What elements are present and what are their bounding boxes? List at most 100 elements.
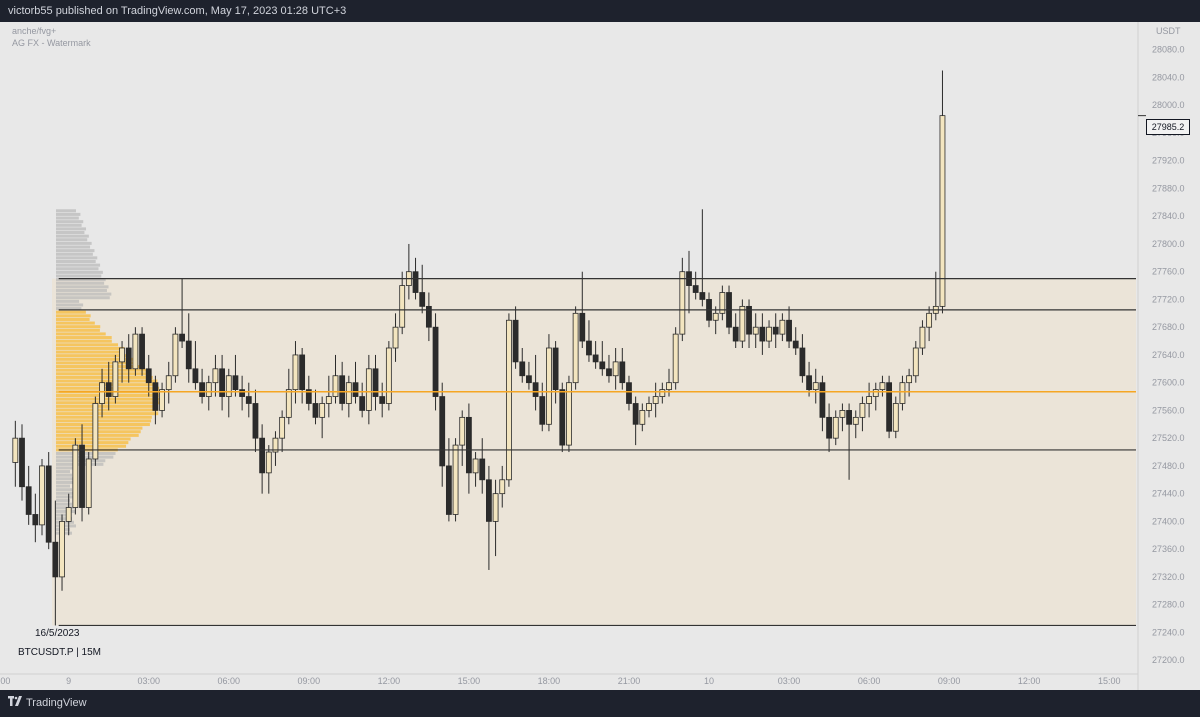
candle-down[interactable] (746, 305, 752, 335)
candle-down[interactable] (192, 368, 199, 384)
candle-down[interactable] (479, 458, 486, 481)
candle-up[interactable] (159, 389, 165, 411)
candle-down[interactable] (586, 340, 592, 356)
candle-down[interactable] (632, 403, 639, 425)
candle-down[interactable] (519, 361, 526, 377)
candle-down[interactable] (559, 389, 566, 446)
candle-up[interactable] (652, 396, 659, 404)
candle-up[interactable] (506, 319, 512, 481)
candle-down[interactable] (486, 479, 492, 522)
candle-up[interactable] (906, 375, 913, 384)
candle-up[interactable] (919, 326, 926, 349)
candle-up[interactable] (899, 382, 906, 404)
candle-up[interactable] (939, 115, 946, 307)
candle-up[interactable] (492, 493, 499, 522)
candle-down[interactable] (359, 396, 366, 411)
candle-up[interactable] (325, 396, 332, 404)
candle-down[interactable] (25, 486, 32, 515)
candle-up[interactable] (832, 416, 839, 439)
candle-up[interactable] (752, 326, 759, 335)
candle-up[interactable] (392, 326, 399, 349)
candle-down[interactable] (252, 403, 259, 439)
candle-up[interactable] (566, 382, 572, 446)
candle-up[interactable] (72, 444, 79, 508)
candle-down[interactable] (445, 465, 452, 515)
candle-down[interactable] (552, 347, 559, 391)
candle-up[interactable] (319, 403, 326, 418)
candle-down[interactable] (199, 382, 205, 397)
candle-up[interactable] (926, 312, 933, 328)
tradingview-logo-icon[interactable] (8, 690, 22, 717)
candle-down[interactable] (806, 375, 812, 391)
candle-up[interactable] (546, 347, 552, 425)
candle-up[interactable] (879, 382, 886, 391)
candle-down[interactable] (139, 333, 145, 370)
candle-down[interactable] (792, 340, 799, 349)
candle-down[interactable] (532, 382, 539, 397)
candle-up[interactable] (766, 326, 772, 342)
candle-down[interactable] (786, 319, 792, 342)
candle-down[interactable] (412, 271, 419, 293)
candle-up[interactable] (165, 375, 172, 391)
candle-up[interactable] (612, 361, 619, 377)
candle-down[interactable] (19, 437, 25, 488)
candle-down[interactable] (52, 541, 59, 578)
candle-down[interactable] (125, 347, 132, 370)
candle-up[interactable] (285, 389, 292, 418)
candle-down[interactable] (339, 375, 346, 404)
candle-down[interactable] (526, 375, 532, 384)
candle-down[interactable] (419, 292, 426, 307)
candle-up[interactable] (839, 410, 846, 418)
candle-up[interactable] (119, 347, 125, 363)
candle-up[interactable] (292, 354, 299, 391)
candle-up[interactable] (345, 382, 352, 404)
candle-down[interactable] (372, 368, 379, 397)
candle-down[interactable] (539, 396, 546, 425)
candle-down[interactable] (619, 361, 626, 384)
candle-up[interactable] (779, 319, 786, 335)
candle-down[interactable] (439, 396, 446, 467)
candle-down[interactable] (245, 396, 252, 404)
candle-down[interactable] (692, 285, 699, 293)
candle-down[interactable] (425, 305, 432, 328)
candle-down[interactable] (179, 333, 185, 342)
candle-down[interactable] (185, 340, 192, 370)
candle-up[interactable] (812, 382, 819, 391)
candle-down[interactable] (299, 354, 306, 391)
candle-up[interactable] (679, 271, 686, 335)
candle-up[interactable] (646, 403, 652, 411)
candle-down[interactable] (232, 375, 239, 391)
candle-up[interactable] (212, 368, 219, 384)
candle-up[interactable] (39, 465, 45, 526)
candle-up[interactable] (672, 333, 679, 384)
candle-down[interactable] (626, 382, 632, 404)
candle-up[interactable] (859, 403, 866, 418)
candle-down[interactable] (79, 444, 85, 508)
chart-frame[interactable]: 28080.028040.028000.027960.027920.027880… (0, 22, 1200, 690)
candle-up[interactable] (872, 389, 879, 397)
candle-down[interactable] (772, 326, 779, 335)
candle-down[interactable] (886, 382, 893, 432)
candle-down[interactable] (699, 292, 706, 300)
candle-up[interactable] (739, 305, 746, 342)
candle-down[interactable] (239, 389, 246, 397)
candle-down[interactable] (599, 361, 606, 370)
candle-up[interactable] (85, 458, 92, 508)
candle-up[interactable] (639, 410, 646, 425)
candle-down[interactable] (32, 514, 39, 526)
candle-up[interactable] (866, 396, 872, 404)
candle-down[interactable] (432, 326, 439, 397)
candle-up[interactable] (852, 416, 859, 425)
candle-down[interactable] (105, 382, 112, 397)
candle-down[interactable] (152, 382, 159, 411)
candle-up[interactable] (719, 292, 726, 314)
candle-down[interactable] (219, 368, 226, 397)
candle-up[interactable] (385, 347, 392, 404)
candle-down[interactable] (379, 396, 386, 404)
candle-up[interactable] (459, 416, 466, 446)
candle-up[interactable] (99, 382, 105, 404)
candle-down[interactable] (312, 403, 319, 418)
candle-up[interactable] (225, 375, 232, 397)
candle-up[interactable] (279, 416, 286, 439)
candle-up[interactable] (265, 451, 272, 474)
